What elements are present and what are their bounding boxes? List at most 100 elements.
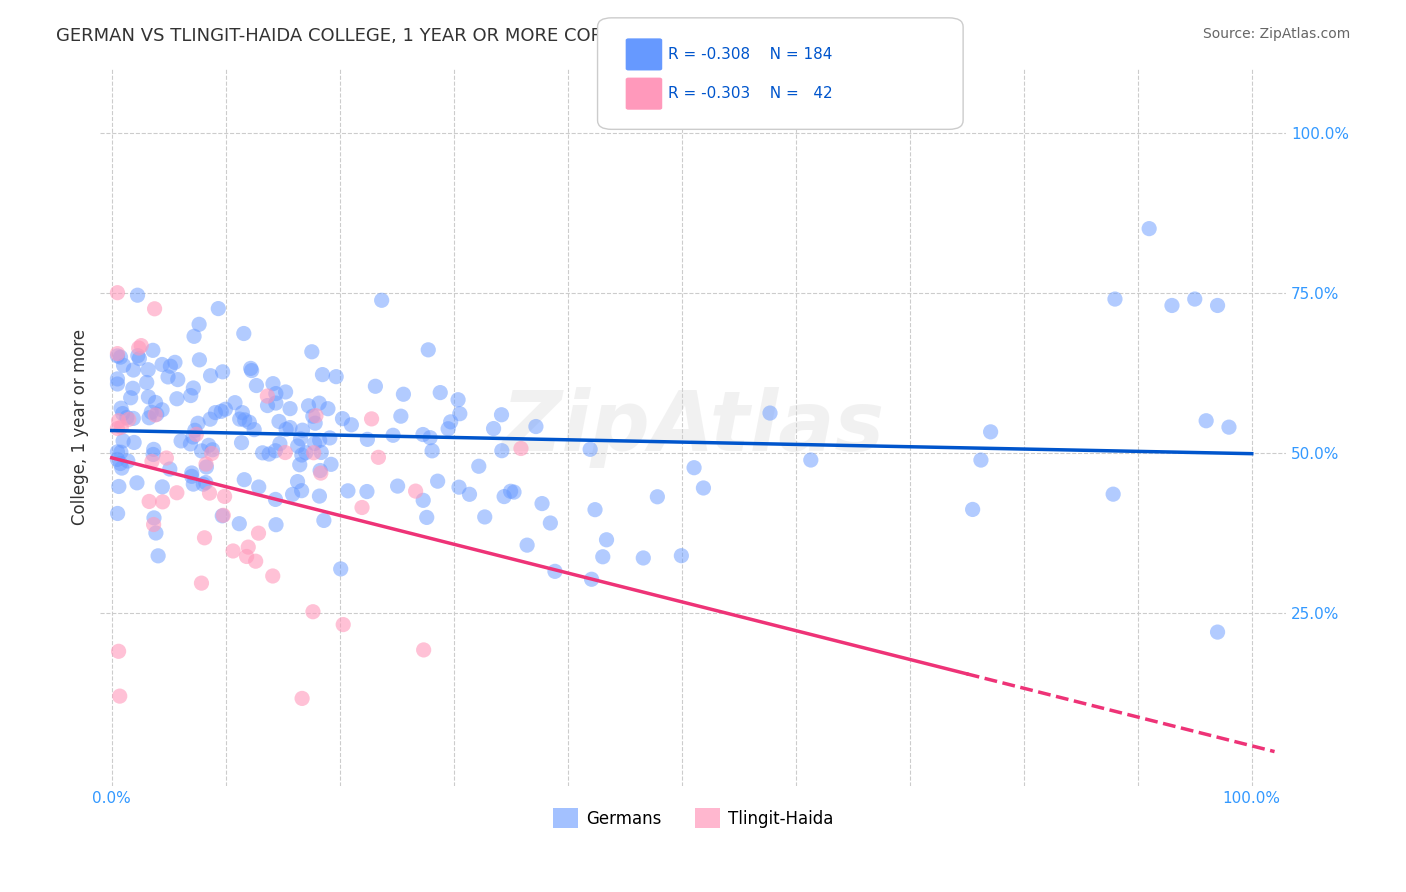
Point bbox=[503, 485, 526, 500]
Point bbox=[264, 517, 287, 532]
Point bbox=[110, 401, 132, 416]
Point bbox=[197, 438, 219, 452]
Point bbox=[412, 643, 434, 657]
Point bbox=[262, 376, 284, 391]
Point bbox=[437, 422, 460, 436]
Point bbox=[107, 445, 129, 459]
Point bbox=[170, 434, 193, 448]
Point bbox=[405, 484, 427, 499]
Point bbox=[127, 349, 149, 363]
Point bbox=[233, 413, 256, 427]
Text: ZipAtlas: ZipAtlas bbox=[502, 386, 884, 467]
Point bbox=[302, 446, 325, 460]
Point bbox=[128, 341, 150, 355]
Point bbox=[309, 466, 332, 480]
Point bbox=[224, 395, 246, 409]
Point bbox=[256, 399, 278, 413]
Point bbox=[111, 407, 134, 421]
Point bbox=[252, 446, 274, 460]
Point bbox=[247, 526, 270, 541]
Point bbox=[107, 421, 129, 435]
Text: R = -0.303    N =   42: R = -0.303 N = 42 bbox=[668, 87, 832, 101]
Point bbox=[800, 453, 823, 467]
Point bbox=[1102, 487, 1125, 501]
Point bbox=[180, 388, 202, 402]
Point bbox=[267, 414, 290, 428]
Point bbox=[190, 443, 212, 458]
Point bbox=[122, 435, 145, 450]
Point bbox=[239, 361, 262, 376]
Point bbox=[138, 390, 160, 404]
Point bbox=[209, 404, 232, 418]
Point bbox=[107, 346, 129, 360]
Point bbox=[201, 442, 224, 457]
Point bbox=[420, 443, 443, 458]
Point bbox=[155, 450, 177, 465]
Point bbox=[135, 376, 157, 390]
Point bbox=[510, 442, 533, 456]
Point bbox=[183, 381, 205, 395]
Point bbox=[188, 318, 211, 332]
Point bbox=[157, 370, 180, 384]
Point bbox=[125, 475, 148, 490]
Point bbox=[179, 437, 201, 451]
Point bbox=[128, 351, 150, 366]
Point bbox=[301, 344, 323, 359]
Point bbox=[360, 412, 382, 426]
Point bbox=[387, 479, 409, 493]
Point bbox=[491, 443, 513, 458]
Point bbox=[107, 644, 129, 658]
Point bbox=[110, 445, 132, 459]
Point bbox=[412, 493, 434, 508]
Point bbox=[204, 406, 226, 420]
Point bbox=[195, 457, 218, 471]
Point bbox=[291, 423, 314, 437]
Point bbox=[592, 549, 614, 564]
Point bbox=[294, 445, 316, 459]
Point bbox=[692, 481, 714, 495]
Point bbox=[120, 391, 142, 405]
Point bbox=[325, 369, 347, 384]
Point bbox=[118, 412, 141, 426]
Point bbox=[245, 378, 267, 392]
Point bbox=[264, 492, 287, 507]
Text: R = -0.308    N = 184: R = -0.308 N = 184 bbox=[668, 47, 832, 62]
Point bbox=[243, 423, 266, 437]
Point bbox=[107, 414, 129, 428]
Point bbox=[544, 565, 567, 579]
Point bbox=[336, 483, 359, 498]
Point bbox=[302, 409, 325, 424]
Point bbox=[308, 396, 330, 410]
Point bbox=[531, 497, 554, 511]
Point bbox=[107, 507, 129, 521]
Point bbox=[1206, 298, 1229, 312]
Point bbox=[166, 392, 188, 406]
Point bbox=[193, 477, 215, 491]
Point bbox=[291, 483, 314, 498]
Point bbox=[287, 439, 309, 453]
Point bbox=[115, 410, 138, 425]
Point bbox=[264, 443, 287, 458]
Point bbox=[194, 475, 217, 490]
Point bbox=[238, 415, 260, 429]
Point bbox=[181, 430, 204, 444]
Point bbox=[319, 458, 342, 472]
Point bbox=[145, 407, 167, 421]
Point bbox=[159, 359, 181, 374]
Point bbox=[274, 445, 297, 459]
Point bbox=[207, 301, 229, 316]
Point bbox=[247, 480, 270, 494]
Point bbox=[1104, 292, 1126, 306]
Point bbox=[127, 288, 149, 302]
Point bbox=[316, 401, 339, 416]
Point bbox=[1161, 298, 1184, 312]
Point bbox=[356, 433, 378, 447]
Point bbox=[108, 689, 131, 703]
Point bbox=[367, 450, 389, 465]
Point bbox=[447, 480, 470, 494]
Point bbox=[183, 329, 205, 343]
Point bbox=[112, 359, 135, 373]
Point bbox=[143, 301, 166, 316]
Point bbox=[143, 511, 166, 525]
Point bbox=[269, 436, 291, 450]
